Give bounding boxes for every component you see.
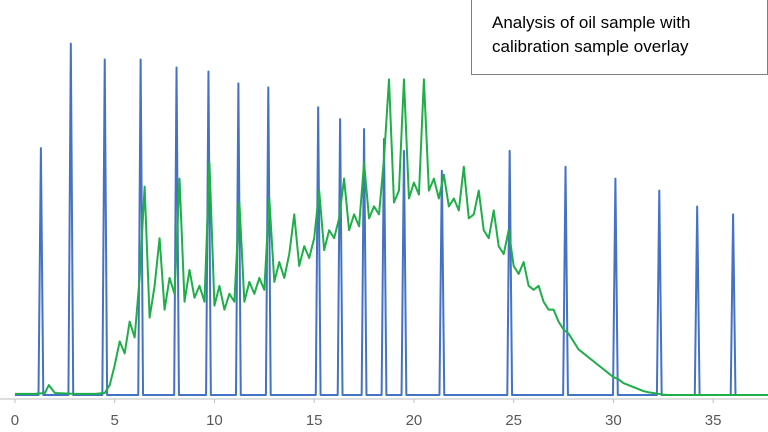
x-tick-label: 5 [111,412,119,429]
x-tick-label: 0 [11,412,19,429]
series-line [14,42,768,397]
x-tick-label: 30 [605,412,622,429]
series-line [14,78,768,397]
x-tick-label: 25 [505,412,522,429]
chart-title: Analysis of oil sample with calibration … [471,0,768,75]
x-tick-label: 10 [206,412,223,429]
x-tick-label: 15 [306,412,323,429]
x-tick-label: 20 [406,412,423,429]
x-tick-label: 35 [705,412,722,429]
